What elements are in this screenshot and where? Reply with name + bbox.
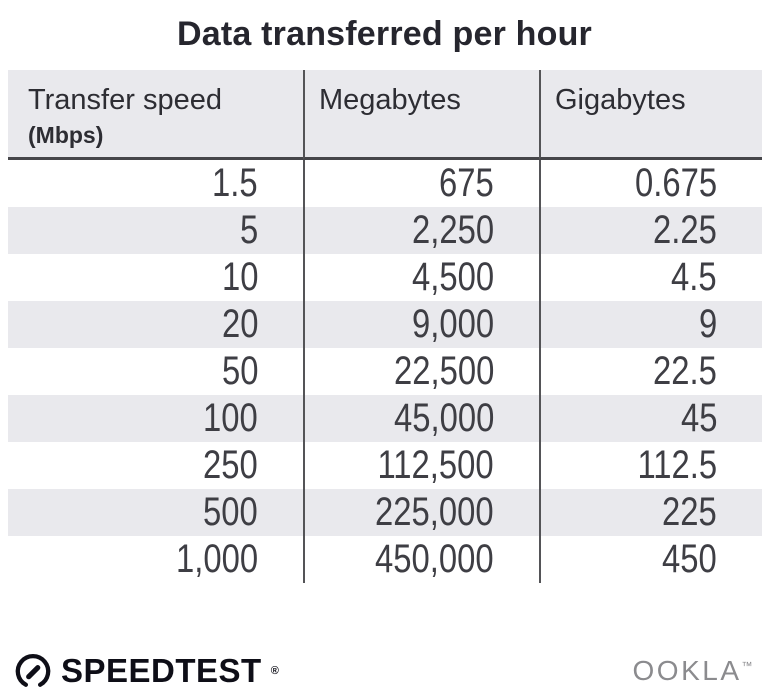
cell-value: 112,500 <box>377 443 494 487</box>
cell-value: 500 <box>203 490 258 534</box>
column-header-gigabytes: Gigabytes <box>539 70 762 160</box>
cell-value: 4.5 <box>671 255 717 299</box>
table-cell: 250 <box>8 442 303 489</box>
footer: SPEEDTEST ® OOKLA™ <box>14 652 755 690</box>
table-cell: 22.5 <box>539 348 762 395</box>
table-cell: 0.675 <box>539 160 762 207</box>
table-cell: 225 <box>539 489 762 536</box>
trademark-mark: ™ <box>741 660 755 673</box>
data-table: Transfer speed (Mbps) Megabytes Gigabyte… <box>8 70 762 583</box>
table-cell: 2,250 <box>303 207 539 254</box>
table-cell: 5 <box>8 207 303 254</box>
table-cell: 22,500 <box>303 348 539 395</box>
table-cell: 4,500 <box>303 254 539 301</box>
table-cell: 45,000 <box>303 395 539 442</box>
speedtest-gauge-icon <box>15 654 51 687</box>
table-cell: 4.5 <box>539 254 762 301</box>
table-cell: 9 <box>539 301 762 348</box>
cell-value: 112.5 <box>637 443 717 487</box>
column-header-megabytes: Megabytes <box>303 70 539 160</box>
page-title: Data transferred per hour <box>177 15 592 53</box>
table-cell: 225,000 <box>303 489 539 536</box>
table-cell: 20 <box>8 301 303 348</box>
cell-value: 2,250 <box>411 208 494 252</box>
table-cell: 450,000 <box>303 536 539 583</box>
cell-value: 1,000 <box>175 537 258 581</box>
cell-value: 22,500 <box>393 349 494 393</box>
table-cell: 112.5 <box>539 442 762 489</box>
cell-value: 450,000 <box>375 537 494 581</box>
cell-value: 675 <box>439 161 494 205</box>
cell-value: 9,000 <box>411 302 494 346</box>
cell-value: 45,000 <box>393 396 494 440</box>
table-cell: 112,500 <box>303 442 539 489</box>
cell-value: 100 <box>203 396 258 440</box>
column-header-unit: (Mbps) <box>28 122 104 149</box>
table-cell: 1.5 <box>8 160 303 207</box>
cell-value: 225,000 <box>375 490 494 534</box>
cell-value: 225 <box>662 490 717 534</box>
cell-value: 50 <box>221 349 258 393</box>
table-cell: 10 <box>8 254 303 301</box>
ookla-logo: OOKLA™ <box>633 655 755 687</box>
cell-value: 1.5 <box>212 161 258 205</box>
column-header-label: Transfer speed <box>28 84 222 116</box>
cell-value: 4,500 <box>411 255 494 299</box>
table-cell: 100 <box>8 395 303 442</box>
cell-value: 10 <box>221 255 258 299</box>
ookla-wordmark: OOKLA <box>632 655 742 686</box>
cell-value: 0.675 <box>634 161 717 205</box>
cell-value: 5 <box>239 208 258 252</box>
column-header-label: Gigabytes <box>555 84 686 116</box>
table-cell: 45 <box>539 395 762 442</box>
column-header-label: Megabytes <box>319 84 461 116</box>
table-cell: 500 <box>8 489 303 536</box>
table-cell: 675 <box>303 160 539 207</box>
cell-value: 250 <box>203 443 258 487</box>
cell-value: 20 <box>221 302 258 346</box>
cell-value: 45 <box>680 396 717 440</box>
table-cell: 50 <box>8 348 303 395</box>
cell-value: 2.25 <box>653 208 717 252</box>
table-cell: 450 <box>539 536 762 583</box>
column-header-transfer-speed: Transfer speed (Mbps) <box>8 70 303 160</box>
cell-value: 9 <box>698 302 717 346</box>
speedtest-wordmark: SPEEDTEST <box>61 652 262 689</box>
table-cell: 9,000 <box>303 301 539 348</box>
cell-value: 450 <box>662 537 717 581</box>
speedtest-logo: SPEEDTEST ® <box>14 652 279 690</box>
table-cell: 2.25 <box>539 207 762 254</box>
cell-value: 22.5 <box>653 349 717 393</box>
table-cell: 1,000 <box>8 536 303 583</box>
